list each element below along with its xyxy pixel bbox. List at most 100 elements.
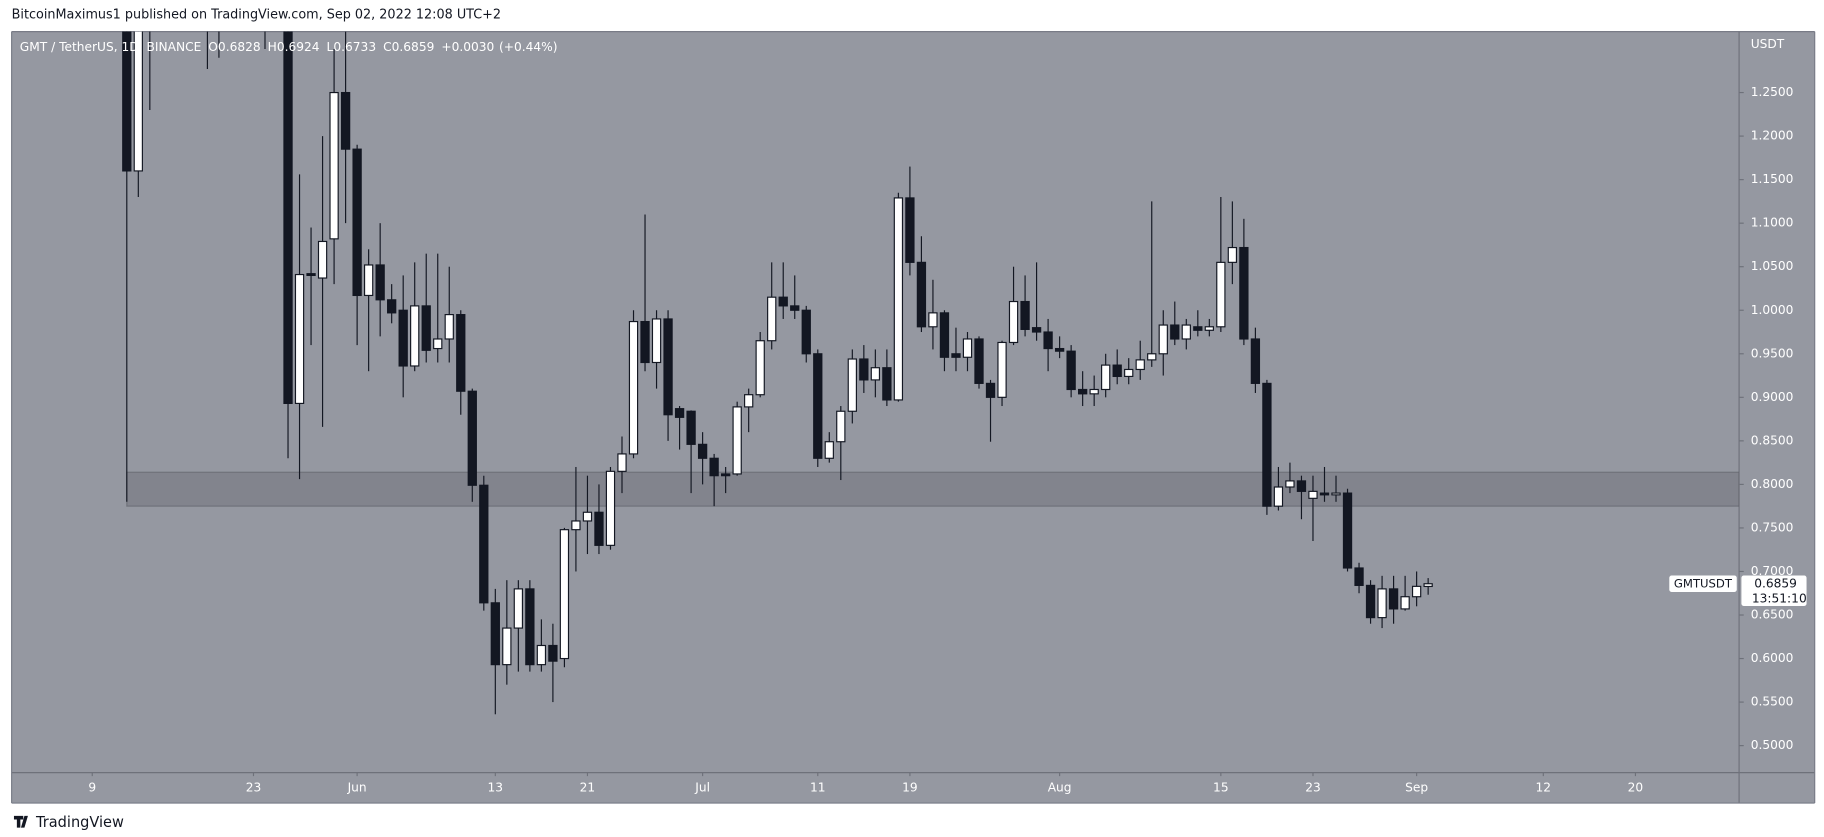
candle-body: [1319, 492, 1330, 496]
candle-body: [479, 484, 489, 604]
legend-part: 0.6733: [333, 39, 376, 53]
y-tick-label: 0.5000: [1751, 738, 1794, 752]
candle-body: [594, 511, 604, 546]
candle-body: [571, 520, 581, 531]
candle-body: [1331, 492, 1341, 496]
candle-body: [628, 320, 639, 455]
candle-body: [1262, 382, 1272, 507]
candle-body: [1423, 583, 1433, 588]
candle-body: [767, 296, 777, 342]
candle-body: [433, 338, 443, 350]
candle-body: [525, 588, 535, 666]
candle-body: [1077, 388, 1088, 395]
chart-background: [11, 31, 1815, 804]
y-tick-label: 0.8000: [1751, 477, 1794, 491]
candle-body: [1124, 368, 1134, 378]
x-tick-label: 11: [810, 780, 826, 794]
price-tag-value: 0.6859: [1754, 576, 1797, 590]
legend-part: (+0.44%): [499, 39, 558, 53]
price-tag-countdown: 13:51:10: [1752, 591, 1807, 605]
candle-body: [1043, 331, 1053, 350]
candle-body: [951, 353, 961, 358]
candle-body: [456, 314, 466, 392]
y-tick-label: 0.6000: [1751, 651, 1794, 665]
candle-body: [985, 382, 996, 398]
candle-body: [444, 314, 454, 340]
published-line: BitcoinMaximus1 published on TradingView…: [12, 8, 501, 23]
plot-area: [122, 31, 1740, 715]
legend-part: 0.6859: [392, 39, 435, 53]
candle-body: [536, 644, 547, 666]
x-tick-label: Sep: [1405, 780, 1428, 794]
candle-body: [709, 457, 719, 477]
legend-part: 1D: [122, 39, 139, 53]
candle-body: [1354, 567, 1364, 586]
x-tick-label: 9: [88, 780, 96, 794]
candle-body: [294, 273, 305, 405]
candle-body: [744, 394, 754, 408]
candle-body: [1204, 326, 1214, 331]
y-tick-label: 1.2000: [1751, 129, 1794, 143]
legend-part: C: [383, 39, 392, 53]
candle-body: [1250, 338, 1261, 384]
legend-part: H: [268, 39, 277, 53]
candle-body: [1101, 364, 1111, 391]
candle-body: [617, 453, 627, 472]
candle-body: [1388, 588, 1399, 610]
candle-body: [387, 299, 397, 314]
candle-body: [962, 338, 973, 358]
candle-body: [363, 264, 374, 297]
candle-body: [1239, 246, 1249, 340]
symbol-tag: [1669, 575, 1737, 592]
x-tick-label: 13: [488, 780, 504, 794]
candle-body: [122, 31, 132, 172]
legend-part: L: [327, 39, 334, 53]
candle-body: [306, 273, 316, 277]
candle-body: [997, 341, 1007, 398]
candle-body: [663, 318, 673, 416]
x-tick-label: Aug: [1048, 780, 1072, 794]
y-tick-label: 0.9500: [1751, 346, 1794, 360]
candle-body: [928, 312, 938, 328]
candle-body: [375, 264, 385, 301]
candle-body: [1066, 350, 1076, 391]
x-tick-label: 20: [1628, 780, 1644, 794]
legend-part: +0.0030: [441, 39, 494, 53]
candle-body: [340, 91, 351, 150]
candle-body: [1308, 490, 1318, 499]
symbol-tag-text: GMTUSDT: [1674, 576, 1733, 590]
y-tick-label: 1.0000: [1751, 303, 1794, 317]
x-tick-label: 21: [580, 780, 596, 794]
y-tick-label: 0.6500: [1751, 607, 1794, 621]
candle-body: [1411, 585, 1422, 598]
x-tick-label: Jul: [694, 780, 710, 794]
price-tag: [1741, 575, 1807, 606]
candle-body: [1147, 353, 1157, 361]
y-tick-label: 0.7500: [1751, 520, 1794, 534]
candle-body: [1227, 246, 1238, 263]
candle-body: [559, 529, 570, 660]
candle-body: [1273, 486, 1284, 507]
candle-body: [421, 305, 431, 351]
brand-name: TradingView: [35, 814, 124, 831]
candle-body: [1008, 300, 1019, 344]
candle-body: [582, 511, 593, 522]
support-zone: [126, 471, 1740, 507]
brand-logo: [13, 815, 28, 828]
candle-body: [916, 261, 927, 328]
candle-body: [398, 309, 408, 367]
x-tick-label: Jun: [347, 780, 367, 794]
candle-body: [1342, 492, 1353, 569]
candle-body: [548, 644, 558, 662]
y-tick-label: 1.1500: [1751, 172, 1794, 186]
legend-header: GMT / TetherUS, 1D, BINANCE O0.6828 H0.692…: [20, 39, 558, 53]
candle-body: [882, 367, 892, 401]
candle-body: [1296, 480, 1307, 492]
candle-body: [1135, 359, 1145, 371]
x-tick-label: 12: [1536, 780, 1552, 794]
candle-body: [133, 31, 143, 172]
y-tick-label: 1.0500: [1751, 259, 1794, 273]
candle-body: [1400, 596, 1410, 610]
candle-body: [1193, 326, 1203, 331]
